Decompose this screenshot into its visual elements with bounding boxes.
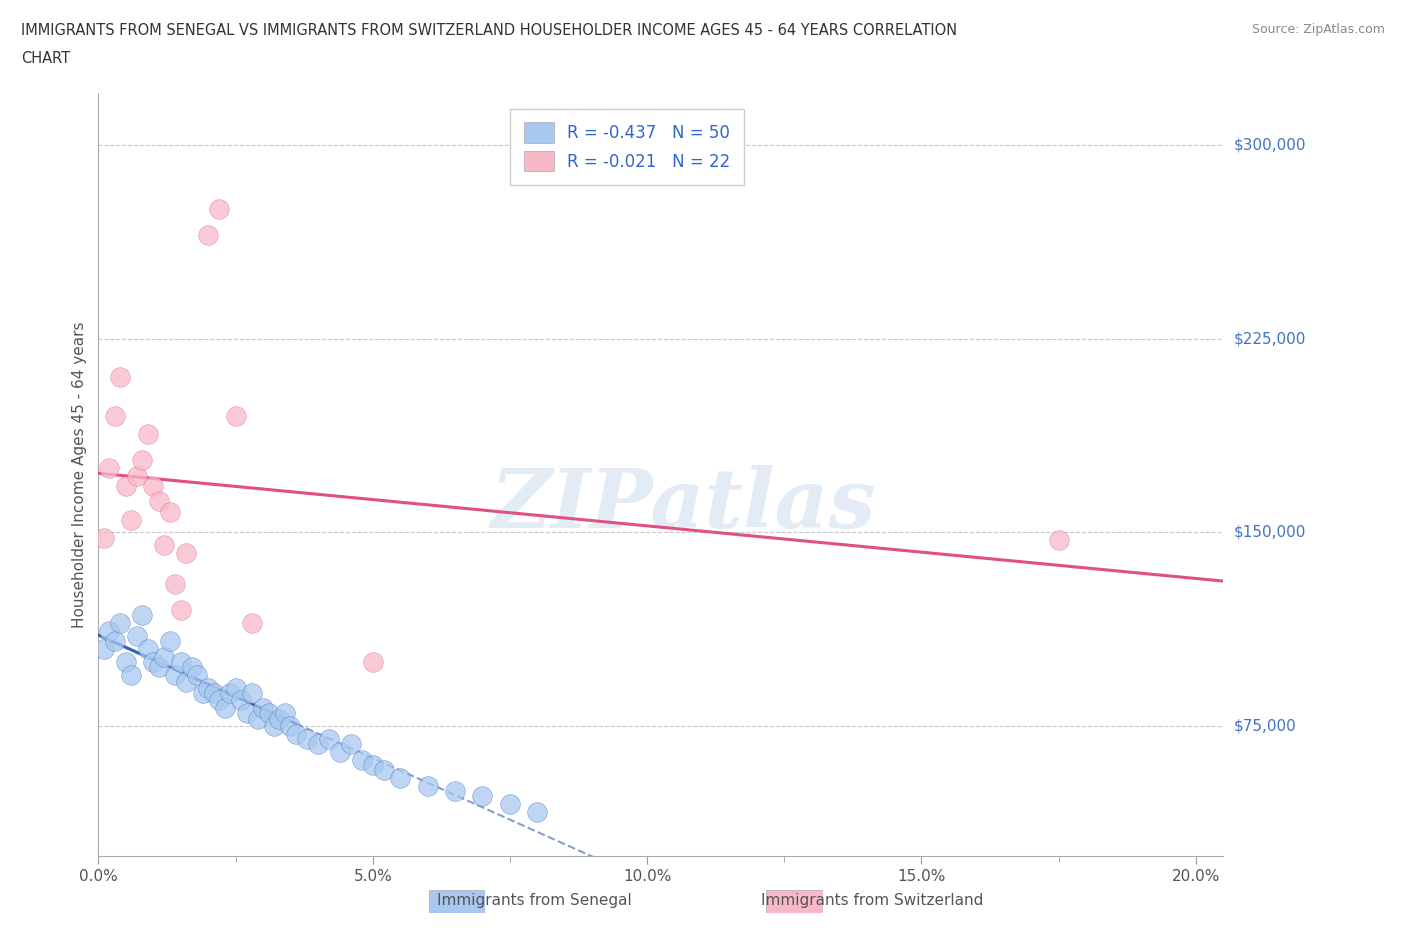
Point xyxy=(180,659,202,674)
Point xyxy=(136,427,159,442)
Point xyxy=(416,778,439,793)
Point xyxy=(110,370,132,385)
Point xyxy=(197,680,219,695)
Point xyxy=(257,706,280,721)
Point xyxy=(263,719,285,734)
Point xyxy=(98,460,121,475)
Point xyxy=(389,771,412,786)
Point xyxy=(225,408,247,423)
Point xyxy=(361,758,384,773)
Point xyxy=(240,616,263,631)
Point xyxy=(235,706,257,721)
Text: $75,000: $75,000 xyxy=(1234,719,1296,734)
Text: ZIPatlas: ZIPatlas xyxy=(491,465,876,545)
Text: CHART: CHART xyxy=(21,51,70,66)
Point xyxy=(307,737,329,751)
Point xyxy=(165,667,187,682)
Point xyxy=(361,655,384,670)
Point xyxy=(131,607,153,622)
Point xyxy=(269,711,291,726)
Point xyxy=(125,629,148,644)
Point xyxy=(148,659,170,674)
Text: $225,000: $225,000 xyxy=(1234,331,1306,346)
Point xyxy=(252,701,274,716)
Text: IMMIGRANTS FROM SENEGAL VS IMMIGRANTS FROM SWITZERLAND HOUSEHOLDER INCOME AGES 4: IMMIGRANTS FROM SENEGAL VS IMMIGRANTS FR… xyxy=(21,23,957,38)
Point xyxy=(153,649,176,664)
Point xyxy=(104,633,127,648)
Point xyxy=(208,693,231,708)
Point xyxy=(284,726,307,741)
Point xyxy=(214,701,236,716)
Point xyxy=(225,680,247,695)
Legend: R = -0.437   N = 50, R = -0.021   N = 22: R = -0.437 N = 50, R = -0.021 N = 22 xyxy=(510,109,744,185)
Point xyxy=(142,479,165,494)
Point xyxy=(340,737,363,751)
Point xyxy=(115,479,138,494)
Point xyxy=(120,512,142,527)
Point xyxy=(295,732,318,747)
Point xyxy=(280,719,302,734)
Point xyxy=(165,577,187,591)
Point xyxy=(170,603,193,618)
Point xyxy=(159,504,181,519)
Point xyxy=(98,623,121,638)
Point xyxy=(526,804,548,819)
Point xyxy=(1047,533,1070,548)
Point xyxy=(471,789,494,804)
Point xyxy=(159,633,181,648)
Point xyxy=(186,667,208,682)
Point xyxy=(93,530,115,545)
Text: Source: ZipAtlas.com: Source: ZipAtlas.com xyxy=(1251,23,1385,36)
Point xyxy=(329,745,352,760)
Point xyxy=(499,796,522,811)
Point xyxy=(191,685,214,700)
Point xyxy=(318,732,340,747)
Point xyxy=(350,752,373,767)
Point xyxy=(174,546,197,561)
Point xyxy=(219,685,242,700)
Point xyxy=(104,408,127,423)
Text: $300,000: $300,000 xyxy=(1234,138,1306,153)
Point xyxy=(274,706,297,721)
Point xyxy=(174,675,197,690)
Point xyxy=(240,685,263,700)
Point xyxy=(142,655,165,670)
Point xyxy=(197,228,219,243)
Text: Immigrants from Senegal: Immigrants from Senegal xyxy=(437,893,631,908)
Point xyxy=(148,494,170,509)
Y-axis label: Householder Income Ages 45 - 64 years: Householder Income Ages 45 - 64 years xyxy=(72,321,87,628)
Point xyxy=(170,655,193,670)
Point xyxy=(93,642,115,657)
Point xyxy=(125,468,148,483)
Point xyxy=(444,784,467,799)
Text: $150,000: $150,000 xyxy=(1234,525,1306,540)
Point xyxy=(373,763,395,777)
Point xyxy=(246,711,269,726)
Point xyxy=(110,616,132,631)
Point xyxy=(120,667,142,682)
Point xyxy=(202,685,225,700)
Point xyxy=(229,693,252,708)
Point xyxy=(115,655,138,670)
Point xyxy=(208,202,231,217)
Point xyxy=(136,642,159,657)
Point xyxy=(153,538,176,552)
Point xyxy=(131,453,153,468)
Text: Immigrants from Switzerland: Immigrants from Switzerland xyxy=(761,893,983,908)
